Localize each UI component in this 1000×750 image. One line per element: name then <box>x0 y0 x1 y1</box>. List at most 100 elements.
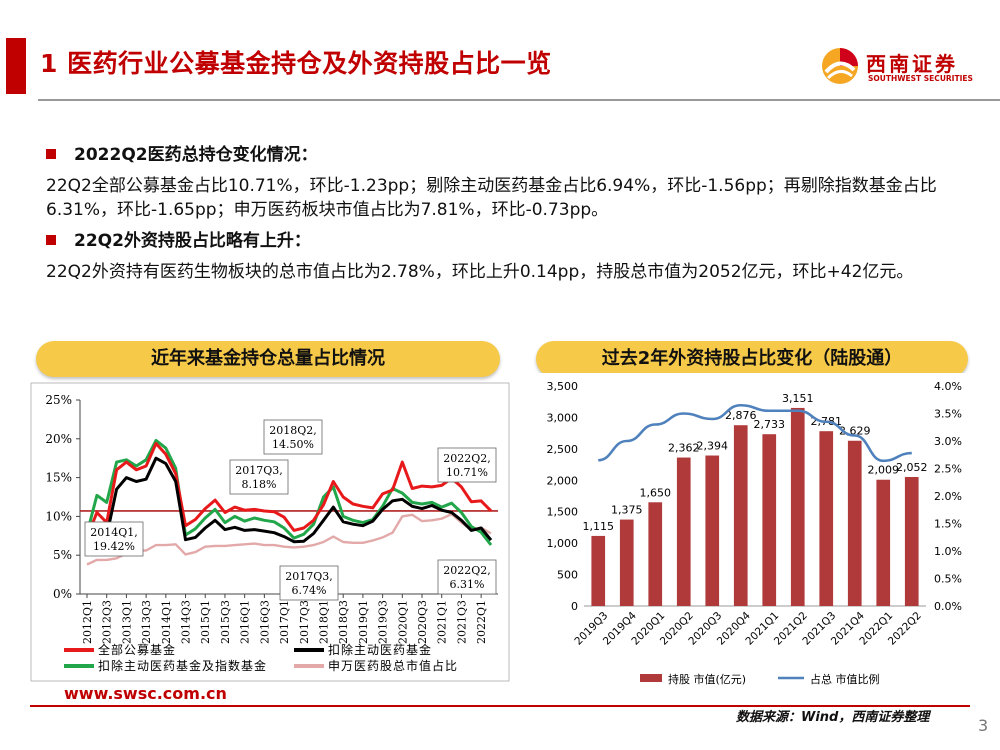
annotation-label: 2014Q1, <box>90 526 138 539</box>
legend-label: 全部公募基金 <box>98 642 176 657</box>
bullet-square-icon <box>46 149 56 159</box>
y2-tick-label: 2.5% <box>934 463 962 476</box>
fund-holding-line-chart: 0% 5% 10% 15% 20% 25% 2012Q1 2012Q3 2013Q1 2013Q3… <box>30 382 510 682</box>
logo-emblem-icon <box>822 48 858 84</box>
logo-text-en: SOUTHWEST SECURITIES <box>868 74 973 83</box>
annotation-label: 2018Q2, <box>269 424 317 437</box>
annotation-label: 19.42% <box>93 540 135 553</box>
annotation-label: 2017Q3, <box>235 464 283 477</box>
bar-value-label: 2,362 <box>668 442 700 455</box>
y-tick-label: 3,500 <box>547 380 579 393</box>
section-body: 22Q2全部公募基金占比10.71%，环比-1.23pp；剔除主动医药基金占比6… <box>46 176 937 220</box>
title-accent-bar <box>6 38 26 94</box>
annotation-box <box>84 521 144 557</box>
annotation-box <box>279 565 339 601</box>
x-tick-label: 2020Q3 <box>416 600 429 644</box>
y-tick-label: 20% <box>45 432 72 446</box>
x-tick-label: 2019Q1 <box>357 600 370 644</box>
bar <box>591 535 606 606</box>
annotation-label: 10.71% <box>446 466 488 479</box>
page-title: 1 医药行业公募基金持仓及外资持股占比一览 <box>40 49 552 78</box>
bar-value-label: 3,151 <box>782 392 814 405</box>
annotation-box <box>263 419 323 455</box>
x-tick-label: 2021Q3 <box>455 600 468 644</box>
left-chart-title: 近年来基金持仓总量占比情况 <box>36 341 500 377</box>
y-tick-label: 5% <box>53 548 72 562</box>
x-tick-label: 2022Q1 <box>475 600 488 644</box>
page-number: 3 <box>978 716 989 735</box>
x-tick-label: 2013Q1 <box>120 600 133 644</box>
bar-value-label: 2,876 <box>725 409 757 422</box>
x-tick-label: 2018Q1 <box>317 600 330 644</box>
legend-swatch <box>640 674 662 682</box>
series-line <box>85 456 493 545</box>
footer-website[interactable]: www.swsc.com.cn <box>64 684 227 703</box>
annotation-label: 14.50% <box>272 438 314 451</box>
bar <box>762 434 777 606</box>
logo-text-cn: 西南证券 <box>866 52 958 76</box>
company-logo: 西南证券 SOUTHWEST SECURITIES <box>818 44 978 90</box>
x-tick-label: 2020Q1 <box>396 600 409 644</box>
y-tick-label: 10% <box>45 509 72 523</box>
y-tick-label: 2,500 <box>547 443 579 456</box>
bar-value-label: 2,052 <box>896 461 928 474</box>
section-foreign: 22Q2外资持股占比略有上升： 22Q2外资持有医药生物板块的总市值占比为2.7… <box>38 228 970 284</box>
series-line <box>85 442 493 538</box>
y-tick-label: 1,500 <box>547 506 579 519</box>
x-tick-label: 2015Q1 <box>199 600 212 644</box>
legend-label: 持股 市值(亿元) <box>668 672 746 686</box>
y2-tick-label: 1.0% <box>934 545 962 558</box>
bar-value-label: 1,115 <box>583 520 615 533</box>
bar-value-label: 2,733 <box>754 418 786 431</box>
ratio-line <box>598 403 912 463</box>
x-tick-label: 2017Q3 <box>298 600 311 644</box>
section-heading-text: 22Q2外资持股占比略有上升： <box>74 231 311 251</box>
bar <box>819 431 834 606</box>
section-heading: 22Q2外资持股占比略有上升： <box>38 228 970 254</box>
annotation-label: 2017Q3, <box>285 570 333 583</box>
legend-label: 占总 市值比例 <box>810 672 880 686</box>
annotation-label: 8.18% <box>242 478 277 491</box>
y2-tick-label: 1.5% <box>934 518 962 531</box>
bar <box>847 440 862 606</box>
bar-value-label: 1,650 <box>640 486 672 499</box>
bar <box>904 477 919 606</box>
data-source: 数据来源：Wind，西南证券整理 <box>736 710 930 725</box>
title-divider <box>38 99 1000 101</box>
y-tick-label: 15% <box>45 471 72 485</box>
y2-tick-label: 3.0% <box>934 435 962 448</box>
x-tick-label: 2012Q3 <box>101 600 114 644</box>
x-tick-label: 2019Q3 <box>377 600 390 644</box>
legend-label: 扣除主动医药基金 <box>328 642 432 657</box>
section-body: 22Q2外资持有医药生物板块的总市值占比为2.78%，环比上升0.14pp，持股… <box>46 262 914 282</box>
annotation-box <box>229 459 289 495</box>
bar <box>876 479 891 606</box>
y2-tick-label: 2.0% <box>934 490 962 503</box>
legend-label: 扣除主动医药基金及指数基金 <box>98 658 267 673</box>
y2-tick-label: 0.5% <box>934 573 962 586</box>
y2-tick-label: 0.0% <box>934 600 962 613</box>
bar <box>705 455 720 606</box>
series-line <box>86 512 492 566</box>
y2-tick-label: 3.5% <box>934 408 962 421</box>
y-tick-label: 500 <box>557 569 578 582</box>
foreign-holding-bar-chart: 0 500 1,000 1,500 2,000 2,500 3,000 3,500 0.0% 0.… <box>531 373 979 691</box>
x-tick-label: 2018Q3 <box>337 600 350 644</box>
bar <box>619 519 634 606</box>
x-tick-label: 2014Q1 <box>160 600 173 644</box>
bar-value-label: 2,394 <box>697 440 729 453</box>
section-heading-text: 2022Q2医药总持仓变化情况： <box>74 145 318 165</box>
x-tick-label: 2012Q1 <box>81 600 94 644</box>
bar <box>733 425 748 606</box>
x-tick-label: 2021Q1 <box>436 600 449 644</box>
bullet-square-icon <box>46 235 56 245</box>
bar <box>790 407 805 606</box>
bar-value-label: 2,009 <box>868 464 900 477</box>
bar-value-label: 1,375 <box>611 504 643 517</box>
legend-label: 申万医药股总市值占比 <box>328 658 458 673</box>
y-tick-label: 2,000 <box>547 474 579 487</box>
bar <box>676 457 691 606</box>
x-tick-label: 2013Q3 <box>140 600 153 644</box>
footer-divider <box>30 705 970 707</box>
annotation-label: 2022Q2, <box>443 564 491 577</box>
